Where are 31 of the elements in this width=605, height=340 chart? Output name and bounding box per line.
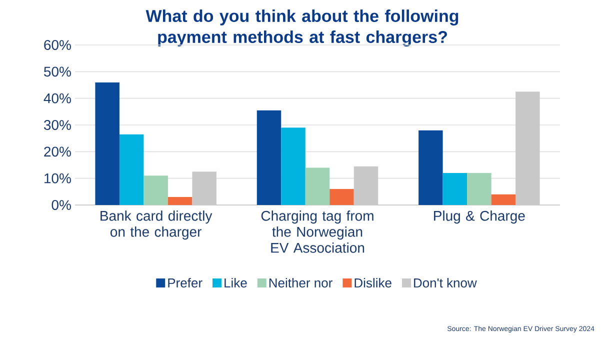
x-tick-label: Bank card directly on the charger	[100, 210, 212, 240]
bar	[256, 110, 282, 205]
y-tick-label: 60%	[44, 40, 71, 50]
bar	[516, 92, 540, 205]
bar	[281, 128, 306, 205]
y-tick-label: 50%	[44, 66, 71, 77]
legend-label: Like	[224, 278, 247, 288]
bar	[491, 194, 516, 205]
bar	[418, 130, 443, 205]
bar	[354, 166, 378, 205]
legend-label: Prefer	[168, 278, 202, 288]
y-tick-label: 10%	[44, 173, 71, 184]
bar	[442, 173, 468, 205]
bar	[95, 82, 120, 205]
bar	[305, 168, 330, 205]
bar	[192, 172, 216, 205]
bar	[467, 173, 492, 205]
y-tick-label: 0%	[52, 200, 71, 210]
chart-title: What do you think about the following payment methods at fast chargers?	[146, 10, 458, 46]
x-tick-label: Plug & Charge	[434, 210, 525, 224]
x-tick-label: Charging tag from the Norwegian EV Association	[261, 210, 374, 253]
bar	[330, 189, 354, 205]
bar	[144, 176, 168, 205]
bar	[168, 197, 192, 205]
y-tick-label: 40%	[44, 93, 71, 104]
y-tick-label: 20%	[44, 146, 71, 157]
legend-label: Neither nor	[269, 278, 332, 288]
bar	[119, 134, 144, 205]
y-tick-label: 30%	[44, 120, 71, 130]
legend-label: Don't know	[414, 278, 477, 288]
legend-label: Dislike	[354, 278, 392, 288]
